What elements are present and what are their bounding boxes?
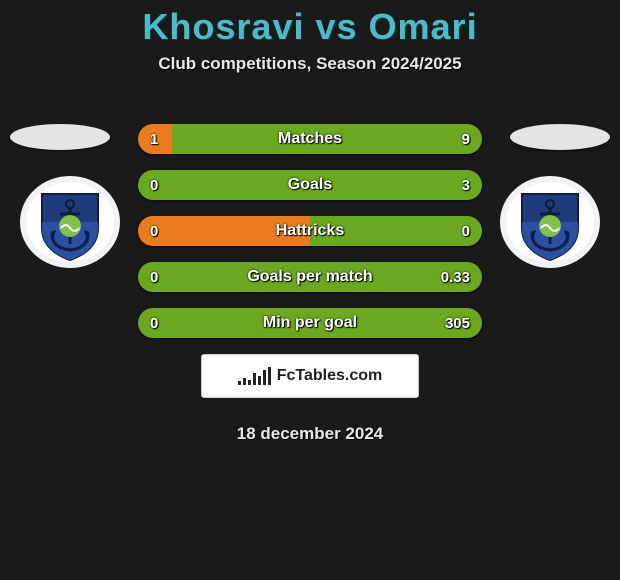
fctables-logo-text: FcTables.com xyxy=(277,367,383,385)
infographic-date: 18 december 2024 xyxy=(0,424,620,444)
club-badge-right xyxy=(500,176,600,268)
player-right-avatar-placeholder xyxy=(510,124,610,150)
logo-text-prefix: Fc xyxy=(277,367,296,384)
stat-bar-right-fill xyxy=(172,124,482,154)
stat-bar-left-fill xyxy=(138,216,310,246)
player-left-avatar-placeholder xyxy=(10,124,110,150)
stat-bar-right-fill xyxy=(138,308,482,338)
stat-bars-container: 19Matches 03Goals 00Hattricks 00.33Goals pe… xyxy=(138,124,482,354)
page-subtitle: Club competitions, Season 2024/2025 xyxy=(0,54,620,74)
stat-bar: 00.33Goals per match xyxy=(138,262,482,292)
bar-chart-icon xyxy=(238,367,271,385)
stat-bar: 0305Min per goal xyxy=(138,308,482,338)
stat-bar-right-fill xyxy=(138,170,482,200)
stat-bar-left-fill xyxy=(138,124,172,154)
stat-bar: 00Hattricks xyxy=(138,216,482,246)
fctables-logo: FcTables.com xyxy=(201,354,419,398)
logo-text-suffix: .com xyxy=(345,367,382,384)
stat-bar: 03Goals xyxy=(138,170,482,200)
page-title: Khosravi vs Omari xyxy=(0,0,620,48)
stat-bar-right-fill xyxy=(310,216,482,246)
club-badge-left xyxy=(20,176,120,268)
stat-bar-right-fill xyxy=(138,262,482,292)
logo-text-main: Tables xyxy=(295,367,345,384)
stat-bar: 19Matches xyxy=(138,124,482,154)
